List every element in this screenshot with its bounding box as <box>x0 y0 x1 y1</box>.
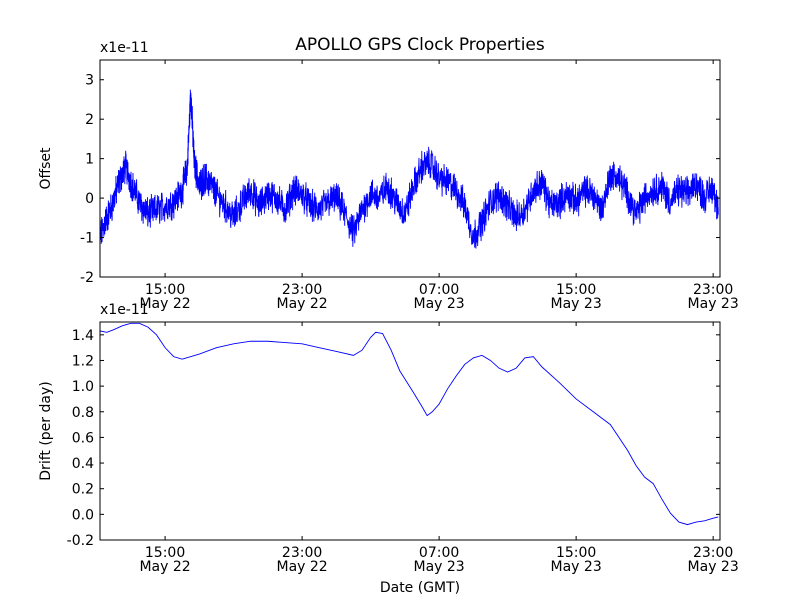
chart-title: APOLLO GPS Clock Properties <box>295 35 545 55</box>
drift-ylabel: Drift (per day) <box>38 381 54 480</box>
offset-ylabel: Offset <box>38 147 54 190</box>
drift-xlabel: Date (GMT) <box>380 580 460 596</box>
drift-ytick-label: 1.4 <box>72 328 94 344</box>
offset-xtick-date-label: May 22 <box>139 296 190 312</box>
offset-axes-frame <box>99 59 721 278</box>
drift-xtick-date-label: May 22 <box>276 559 327 575</box>
offset-xtick-date-label: May 23 <box>551 296 602 312</box>
drift-xtick-time-label: 15:00 <box>556 545 596 561</box>
drift-xtick-time-label: 07:00 <box>419 545 459 561</box>
drift-xtick-date-label: May 22 <box>139 559 190 575</box>
offset-ytick-label: 1 <box>85 152 94 168</box>
offset-xtick-time-label: 07:00 <box>419 282 459 298</box>
offset-ytick-label: -2 <box>80 270 94 286</box>
offset-xtick-time-label: 15:00 <box>556 282 596 298</box>
offset-ytick-label: -1 <box>80 231 94 247</box>
drift-ytick-label: 0.2 <box>72 482 94 498</box>
offset-xtick-time-label: 23:00 <box>693 282 733 298</box>
drift-axes-frame <box>99 321 721 541</box>
offset-xtick-date-label: May 23 <box>414 296 465 312</box>
drift-xtick-date-label: May 23 <box>551 559 602 575</box>
drift-xtick-time-label: 15:00 <box>145 545 185 561</box>
offset-ytick-label: 3 <box>85 73 94 89</box>
offset-scale-offset-text: x1e-11 <box>100 40 149 56</box>
drift-ytick-label: 0.4 <box>72 456 94 472</box>
drift-ytick-label: 1.2 <box>72 353 94 369</box>
offset-xtick-date-label: May 22 <box>276 296 327 312</box>
drift-xtick-date-label: May 23 <box>414 559 465 575</box>
offset-ytick-label: 2 <box>85 112 94 128</box>
drift-xtick-time-label: 23:00 <box>693 545 733 561</box>
offset-xtick-date-label: May 23 <box>688 296 739 312</box>
drift-ytick-label: 0.8 <box>72 405 94 421</box>
offset-series-line <box>100 89 719 249</box>
offset-ytick-label: 0 <box>85 191 94 207</box>
drift-ytick-label: 1.0 <box>72 379 94 395</box>
drift-ytick-label: 0.0 <box>72 507 94 523</box>
drift-ytick-label: -0.2 <box>67 533 94 549</box>
drift-xtick-date-label: May 23 <box>688 559 739 575</box>
drift-scale-offset-text: x1e-11 <box>100 302 149 318</box>
offset-xtick-time-label: 23:00 <box>282 282 322 298</box>
drift-xtick-time-label: 23:00 <box>282 545 322 561</box>
offset-xtick-time-label: 15:00 <box>145 282 185 298</box>
drift-ytick-label: 0.6 <box>72 430 94 446</box>
drift-series-line <box>100 322 719 526</box>
